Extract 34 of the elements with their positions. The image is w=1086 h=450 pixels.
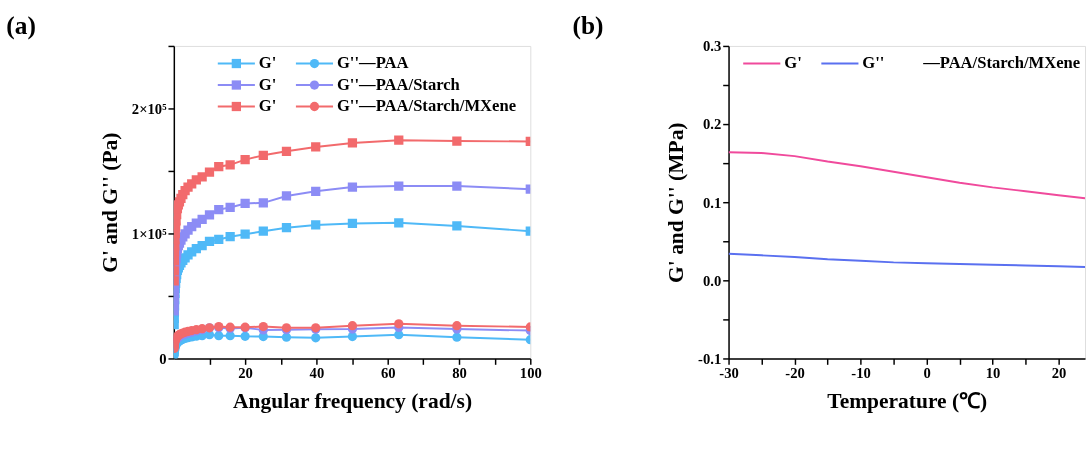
y-tick-label: 0.0	[702, 272, 722, 289]
annotation: —PAA/Starch/MXene	[922, 53, 1081, 73]
legend-label: G'	[258, 96, 277, 116]
x-axis-title: Angular frequency (rad/s)	[233, 388, 473, 413]
y-tick-label: 0	[159, 350, 167, 367]
y-tick-label: 0.1	[702, 194, 722, 211]
x-tick-label: -20	[785, 365, 805, 382]
y-tick-label: 1×10⁵	[131, 225, 168, 242]
x-tick-label: -30	[719, 365, 739, 382]
y-axis-title: G' and G'' (Pa)	[98, 132, 123, 273]
x-tick-label: 20	[238, 365, 253, 382]
x-tick-label: 10	[985, 365, 1001, 382]
x-axis-title: Temperature (℃)	[827, 388, 988, 413]
x-tick-label: 60	[380, 365, 396, 382]
chart-title: (a)	[6, 11, 36, 41]
legend-label: G'	[258, 74, 277, 94]
legend-label: G''	[862, 53, 885, 73]
legend-label: G'	[258, 53, 277, 73]
x-tick-label: 0	[923, 365, 931, 382]
legend-label: G''—PAA	[336, 53, 409, 73]
legend-label: G''—PAA/Starch	[336, 74, 460, 94]
y-tick-label: -0.1	[698, 350, 722, 367]
x-tick-label: 20	[1051, 365, 1067, 382]
legend-label: G'	[784, 53, 802, 73]
legend-label: G''—PAA/Starch/MXene	[336, 96, 517, 116]
y-axis-title: G' and G'' (MPa)	[664, 122, 689, 283]
chart-title: (b)	[572, 11, 604, 41]
x-tick-label: 40	[309, 365, 325, 382]
y-tick-label: 0.3	[702, 38, 722, 55]
x-tick-label: -10	[851, 365, 871, 382]
y-tick-label: 2×10⁵	[131, 100, 168, 117]
y-tick-label: 0.2	[702, 116, 722, 133]
x-tick-label: 100	[519, 365, 542, 382]
x-tick-label: 80	[452, 365, 467, 382]
